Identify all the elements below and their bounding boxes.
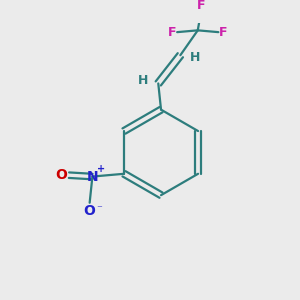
Text: F: F [197, 0, 206, 11]
Text: ⁻: ⁻ [96, 205, 102, 215]
Text: H: H [190, 52, 201, 64]
Text: +: + [98, 164, 106, 174]
Text: F: F [168, 26, 176, 39]
Text: N: N [87, 169, 98, 184]
Text: O: O [84, 204, 96, 218]
Text: F: F [219, 26, 228, 39]
Text: O: O [55, 168, 67, 182]
Text: H: H [138, 74, 148, 87]
